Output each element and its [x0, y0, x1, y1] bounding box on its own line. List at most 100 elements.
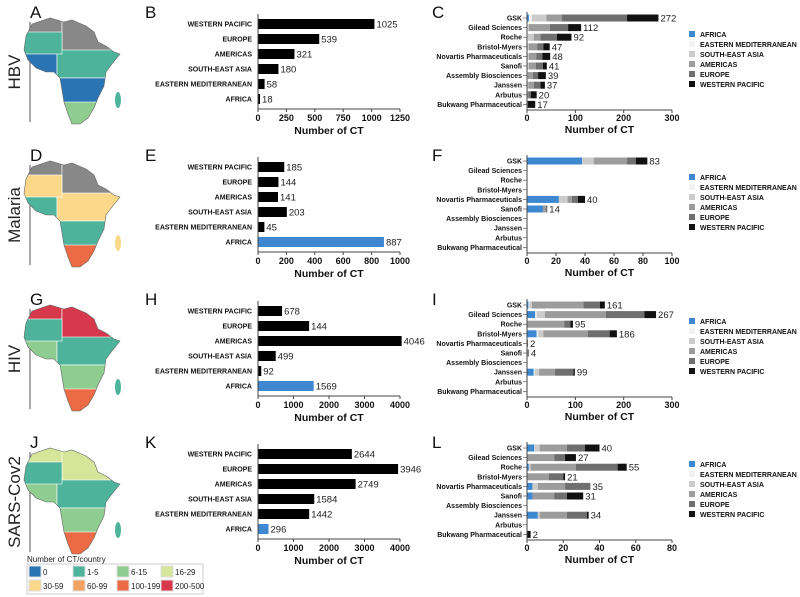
bar-value-label: 3946 [400, 465, 421, 476]
bar-value-label: 144 [280, 178, 296, 189]
legend-label: AFRICA [700, 319, 726, 326]
category-label: AMERICAS [215, 339, 253, 346]
stack-segment-africa [527, 511, 538, 519]
legend-label: WESTERN PACIFIC [700, 82, 764, 89]
bar-value-label: 499 [278, 352, 294, 363]
stack-segment-africa [527, 14, 529, 22]
panel-letter: B [145, 3, 156, 22]
stack-segment-americas [593, 157, 628, 165]
stack-segment-africa [527, 301, 529, 309]
x-tick-label: 1000 [362, 113, 382, 123]
bar-value-label: 18 [262, 95, 273, 106]
legend-swatch [689, 328, 695, 334]
company-label: Sanofi [501, 207, 522, 214]
company-label: Sanofi [501, 64, 522, 71]
africa-outline [23, 17, 121, 125]
legend-swatch [689, 51, 695, 57]
madagascar [115, 92, 121, 108]
legend-label: EUROPE [700, 359, 730, 366]
x-tick-label: 40 [580, 256, 590, 266]
legend-swatch [689, 31, 695, 37]
legend-label: AMERICAS [700, 349, 738, 356]
bar-western-pacific [258, 306, 283, 316]
stack-segment-americas [527, 320, 565, 328]
stack-segment-americas [527, 473, 549, 481]
map-legend-label: 16-29 [175, 568, 196, 577]
bar-americas [258, 192, 279, 202]
legend-label: EASTERN MEDITERRANEAN [700, 185, 797, 192]
legend-label: AFRICA [700, 175, 726, 182]
panel-letter: K [145, 433, 157, 452]
stack-segment-western-pacific [568, 24, 582, 32]
total-label: 83 [649, 157, 660, 168]
stack-segment-south-east-asia [534, 444, 540, 452]
disease-label: Malaria [5, 187, 24, 243]
x-tick-label: 3000 [354, 543, 374, 553]
stack-segment-americas [532, 492, 555, 500]
category-label: AFRICA [226, 527, 252, 534]
map-legend-swatch [160, 565, 174, 578]
total-label: 14 [549, 205, 560, 216]
map-country-group [41, 244, 120, 267]
bar-value-label: 296 [271, 525, 287, 536]
legend-label: WESTERN PACIFIC [700, 369, 764, 376]
bar-eastern-mediterranean [258, 366, 262, 376]
company-label: Bukwang Pharmaceutical [437, 532, 522, 539]
total-label: 27 [578, 453, 589, 464]
stack-segment-americas [528, 43, 538, 51]
stack-segment-western-pacific [527, 530, 531, 538]
stack-segment-europe [528, 91, 531, 99]
legend: AFRICA EASTERN MEDITERRANEAN SOUTH-EAST AS… [689, 461, 797, 519]
stack-segment-americas [543, 330, 588, 338]
x-tick-label: 3000 [354, 400, 374, 410]
panel-letter: L [432, 433, 441, 452]
map-legend-label: 0 [43, 568, 48, 577]
x-tick-label: 750 [336, 113, 351, 123]
stack-segment-europe [537, 43, 544, 51]
total-label: 161 [607, 301, 623, 312]
legend-swatch [689, 81, 695, 87]
stack-segment-americas [527, 91, 529, 99]
x-tick-label: 60 [631, 543, 641, 553]
total-label: 2 [533, 530, 538, 541]
bar-americas [258, 479, 356, 489]
legend-swatch [689, 174, 695, 180]
total-label: 34 [591, 511, 602, 522]
stack-segment-western-pacific [565, 454, 576, 462]
bar-africa [258, 524, 269, 534]
company-label: Gilead Sciences [468, 312, 522, 319]
x-tick-label: 0 [524, 543, 529, 553]
company-label: Bukwang Pharmaceutical [437, 389, 522, 396]
disease-label: SARS-Cov2 [5, 456, 24, 548]
company-label: GSK [507, 16, 522, 23]
total-label: 95 [575, 320, 586, 331]
stack-segment-western-pacific [573, 368, 575, 376]
panel-letter: J [30, 433, 39, 452]
legend-swatch [689, 511, 695, 517]
map-legend-swatch [160, 579, 174, 592]
x-tick-label: 0 [255, 543, 260, 553]
stack-segment-europe [545, 205, 548, 213]
bar-africa [258, 381, 314, 391]
legend: AFRICA EASTERN MEDITERRANEAN SOUTH-EAST AS… [689, 318, 797, 376]
map-country-group [61, 448, 120, 488]
map-country-group [41, 388, 120, 411]
x-tick-label: 0 [255, 113, 260, 123]
company-label: Bukwang Pharmaceutical [437, 102, 522, 109]
x-axis-title: Number of CT [565, 411, 635, 423]
africa-outline [23, 160, 121, 268]
total-label: 112 [583, 23, 598, 34]
map-legend-title: Number of CT/country [27, 555, 106, 564]
x-tick-label: 200 [616, 400, 631, 410]
x-axis-title: Number of CT [294, 125, 364, 137]
x-axis-title: Number of CT [565, 267, 635, 279]
x-tick-label: 0 [255, 400, 260, 410]
company-label: Arbutus [495, 522, 522, 529]
stack-segment-americas [542, 205, 546, 213]
stack-segment-western-pacific [644, 311, 657, 319]
map-country-group [56, 49, 120, 79]
legend-swatch [689, 358, 695, 364]
x-tick-label: 1250 [390, 113, 410, 123]
stack-segment-europe [533, 81, 541, 89]
bar-africa [258, 237, 384, 247]
